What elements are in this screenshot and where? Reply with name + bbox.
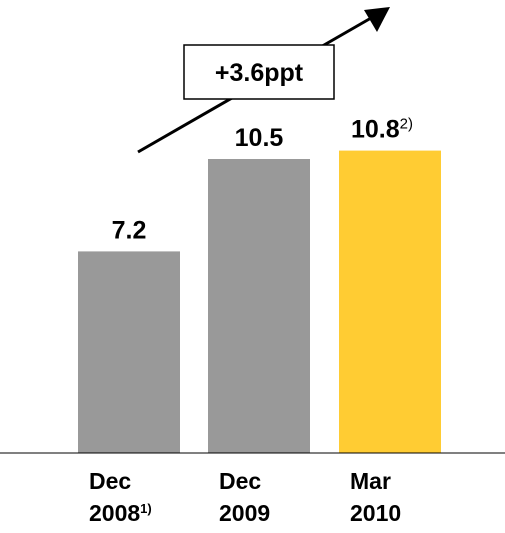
growth-annotation-box [183, 44, 335, 100]
value-label-footnote-2: 2) [400, 116, 413, 133]
bar-2 [339, 150, 441, 453]
category-label-line2-0: 20081) [89, 500, 152, 526]
category-label-line1-0: Dec [89, 468, 131, 494]
growth-annotation-text: +3.6ppt [215, 59, 304, 87]
category-label-year-0: 2008 [89, 500, 140, 526]
category-label-line2-2: 2010 [350, 500, 401, 526]
bar-0 [78, 251, 180, 453]
growth-annotation: +3.6ppt [137, 7, 390, 154]
growth-arrow-head [364, 7, 390, 32]
value-label-2: 10.82) [351, 116, 413, 144]
category-label-year-2: 2010 [350, 500, 401, 526]
category-label-footnote-0: 1) [140, 501, 152, 516]
bars [78, 150, 441, 453]
value-label-text-1: 10.5 [235, 124, 284, 152]
value-label-text-2: 10.8 [351, 116, 400, 144]
bar-1 [208, 159, 310, 453]
category-labels: Dec 20081) Dec 2009 Mar 2010 [89, 468, 401, 526]
value-label-0: 7.2 [112, 216, 147, 244]
category-label-year-1: 2009 [219, 500, 270, 526]
category-label-line1-1: Dec [219, 468, 261, 494]
category-label-line2-1: 2009 [219, 500, 270, 526]
category-label-line1-2: Mar [350, 468, 391, 494]
value-label-1: 10.5 [235, 124, 284, 152]
value-label-text-0: 7.2 [112, 216, 147, 244]
value-labels: 7.2 10.5 10.82) [112, 116, 413, 245]
